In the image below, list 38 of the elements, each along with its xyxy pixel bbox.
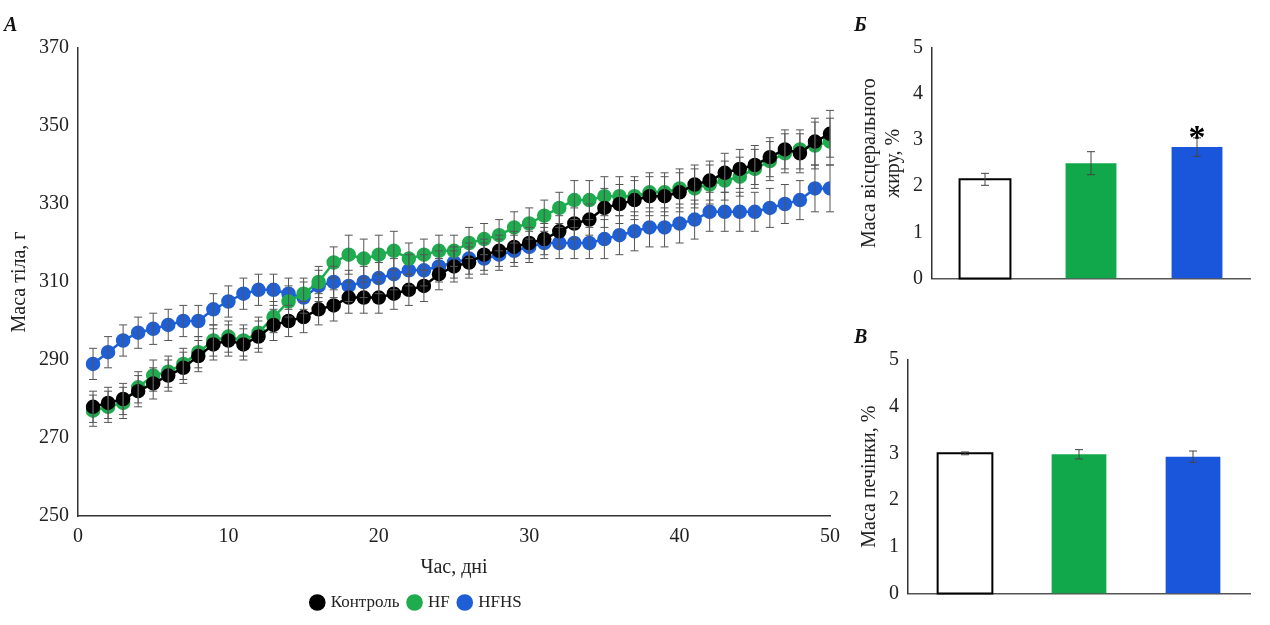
y-axis-title: Маса вісцерального жиру, % <box>857 78 905 249</box>
x-tick-label: 20 <box>368 524 389 547</box>
x-tick-label: 30 <box>519 524 540 547</box>
y-tick-label: 310 <box>39 269 69 292</box>
y-axis-title: Маса тіла, г <box>7 231 30 333</box>
chart-title: А <box>2 13 18 36</box>
point <box>251 282 266 298</box>
y-tick-label: 1 <box>913 219 923 242</box>
y-tick-label: 3 <box>889 440 899 463</box>
y-tick-label: 5 <box>913 35 923 58</box>
y-tick-label: 330 <box>39 191 69 214</box>
y-tick-label: 370 <box>39 35 69 58</box>
y-tick-label: 250 <box>39 503 69 526</box>
chart-title: В <box>853 325 868 348</box>
legend-label: Контроль <box>330 591 400 611</box>
y-tick-label: 290 <box>39 347 69 370</box>
x-tick-label: 40 <box>669 524 690 547</box>
y-tick-label: 270 <box>39 425 69 448</box>
x-tick-label: 0 <box>73 524 83 547</box>
legend-label: HF <box>428 591 450 611</box>
x-tick-label: 10 <box>218 524 239 547</box>
y-tick-label: 2 <box>889 487 899 510</box>
chart-title: Б <box>853 13 867 36</box>
x-tick-label: 50 <box>820 524 840 547</box>
y-axis-title: Маса печінки, % <box>857 405 880 548</box>
y-tick-label: 4 <box>889 393 899 416</box>
y-tick-label: 4 <box>913 81 923 104</box>
y-tick-label: 3 <box>913 127 923 150</box>
point <box>251 329 266 344</box>
y-tick-label: 1 <box>889 533 899 556</box>
x-axis-title: Час, дні <box>420 555 489 579</box>
legend-label: HFHS <box>478 591 522 611</box>
annotation: * <box>1188 117 1206 155</box>
y-tick-label: 0 <box>889 580 899 603</box>
y-tick-label: 2 <box>913 173 923 196</box>
y-tick-label: 0 <box>913 265 923 288</box>
y-tick-label: 5 <box>889 347 899 370</box>
y-tick-label: 350 <box>39 113 69 136</box>
